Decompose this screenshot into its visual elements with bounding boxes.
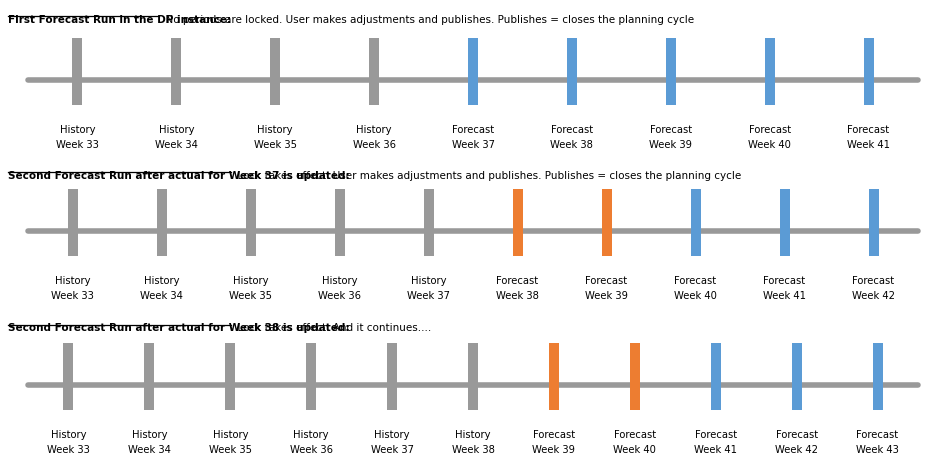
Text: History: History	[233, 276, 269, 286]
Text: Week 33: Week 33	[56, 140, 99, 150]
Text: Week 36: Week 36	[353, 140, 396, 150]
Text: History: History	[132, 430, 168, 440]
Bar	[271, 38, 280, 105]
Bar	[602, 189, 611, 256]
Text: Forecast: Forecast	[847, 125, 889, 135]
Text: History: History	[60, 125, 95, 135]
Bar	[468, 343, 478, 410]
Bar	[156, 189, 167, 256]
Bar	[780, 189, 789, 256]
Bar	[171, 38, 182, 105]
Bar	[665, 38, 676, 105]
Bar	[334, 189, 344, 256]
Text: History: History	[158, 125, 194, 135]
Text: History: History	[411, 276, 446, 286]
Text: Forecast: Forecast	[650, 125, 692, 135]
Text: Week 36: Week 36	[289, 445, 332, 455]
Text: History: History	[322, 276, 358, 286]
Bar	[710, 343, 721, 410]
Text: Week 36: Week 36	[318, 291, 361, 301]
Text: History: History	[374, 430, 410, 440]
Text: Week 41: Week 41	[695, 445, 738, 455]
Bar	[245, 189, 256, 256]
Bar	[864, 38, 873, 105]
Text: Forecast: Forecast	[550, 125, 592, 135]
Text: Week 34: Week 34	[154, 140, 197, 150]
Text: Week 37: Week 37	[371, 445, 414, 455]
Text: Week 38: Week 38	[496, 291, 539, 301]
Text: Forecast: Forecast	[695, 430, 737, 440]
Text: No periods are locked. User makes adjustments and publishes. Publishes = closes : No periods are locked. User makes adjust…	[159, 15, 695, 25]
Text: Week 33: Week 33	[51, 291, 94, 301]
Text: Forecast: Forecast	[776, 430, 818, 440]
Bar	[64, 343, 73, 410]
Text: Forecast: Forecast	[496, 276, 538, 286]
Text: Week 42: Week 42	[852, 291, 895, 301]
Text: Forecast: Forecast	[856, 430, 899, 440]
Bar	[67, 189, 78, 256]
Text: Forecast: Forecast	[452, 125, 494, 135]
Text: Forecast: Forecast	[675, 276, 717, 286]
Text: History: History	[51, 430, 86, 440]
Text: First Forecast Run in the DP instance:: First Forecast Run in the DP instance:	[8, 15, 231, 25]
Bar	[513, 189, 522, 256]
Text: Week 34: Week 34	[128, 445, 170, 455]
Text: History: History	[144, 276, 180, 286]
Text: Week 35: Week 35	[209, 445, 252, 455]
Text: Week 41: Week 41	[763, 291, 806, 301]
Text: History: History	[212, 430, 248, 440]
Text: Week 39: Week 39	[585, 291, 628, 301]
Text: Week 37: Week 37	[451, 140, 494, 150]
Text: Week 43: Week 43	[856, 445, 899, 455]
Text: Forecast: Forecast	[853, 276, 895, 286]
Text: Week 40: Week 40	[613, 445, 656, 455]
Text: Week 42: Week 42	[775, 445, 818, 455]
Bar	[765, 38, 775, 105]
Text: Forecast: Forecast	[585, 276, 627, 286]
Text: History: History	[293, 430, 329, 440]
Text: Forecast: Forecast	[749, 125, 791, 135]
Bar	[691, 189, 700, 256]
Bar	[423, 189, 433, 256]
Bar	[468, 38, 478, 105]
Bar	[630, 343, 640, 410]
Text: Forecast: Forecast	[764, 276, 806, 286]
Text: History: History	[455, 430, 490, 440]
Bar	[872, 343, 883, 410]
Text: Week 37: Week 37	[407, 291, 450, 301]
Text: Lock takes effect. User makes adjustments and publishes. Publishes = closes the : Lock takes effect. User makes adjustment…	[230, 171, 741, 181]
Text: Lock takes effect. And it continues....: Lock takes effect. And it continues....	[230, 323, 431, 333]
Text: Week 40: Week 40	[674, 291, 717, 301]
Text: Week 38: Week 38	[550, 140, 593, 150]
Bar	[144, 343, 154, 410]
Bar	[72, 38, 82, 105]
Bar	[369, 38, 379, 105]
Text: Forecast: Forecast	[614, 430, 656, 440]
Text: History: History	[54, 276, 90, 286]
Bar	[306, 343, 316, 410]
Text: Week 40: Week 40	[748, 140, 791, 150]
Bar	[388, 343, 397, 410]
Text: Week 34: Week 34	[140, 291, 183, 301]
Text: Week 39: Week 39	[533, 445, 576, 455]
Text: Week 41: Week 41	[847, 140, 890, 150]
Text: Week 38: Week 38	[451, 445, 494, 455]
Text: Forecast: Forecast	[533, 430, 575, 440]
Text: Week 39: Week 39	[650, 140, 693, 150]
Bar	[226, 343, 235, 410]
Text: Second Forecast Run after actual for Week 37 is updated:: Second Forecast Run after actual for Wee…	[8, 171, 350, 181]
Bar	[567, 38, 577, 105]
Text: Week 33: Week 33	[47, 445, 90, 455]
Text: Week 35: Week 35	[254, 140, 297, 150]
Text: History: History	[257, 125, 293, 135]
Bar	[548, 343, 559, 410]
Text: Second Forecast Run after actual for Week 38 is updated:: Second Forecast Run after actual for Wee…	[8, 323, 349, 333]
Bar	[869, 189, 879, 256]
Bar	[792, 343, 801, 410]
Text: History: History	[357, 125, 392, 135]
Text: Week 35: Week 35	[229, 291, 272, 301]
